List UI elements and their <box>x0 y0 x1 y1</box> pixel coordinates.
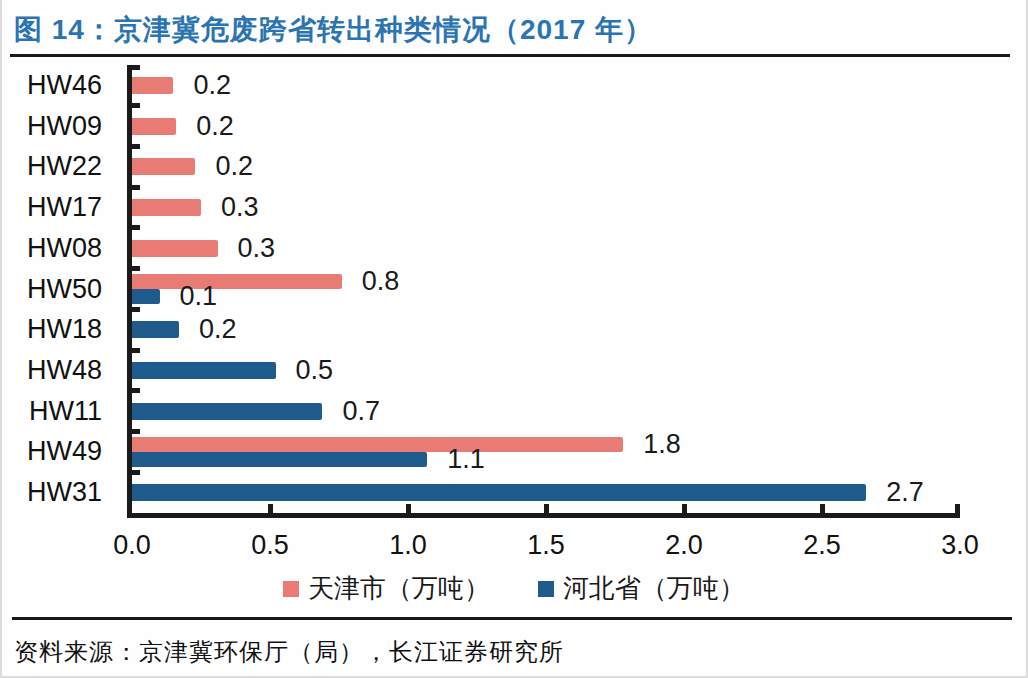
bar-line: 0.7 <box>132 403 960 420</box>
bar-hw09-series0 <box>132 118 176 135</box>
bar-line: 1.1 <box>132 452 960 467</box>
bar-hw46-series0 <box>132 77 173 94</box>
chart-row-hw22: 0.2 <box>132 146 960 187</box>
bar-line: 0.3 <box>132 199 960 216</box>
chart-row-hw46: 0.2 <box>132 65 960 106</box>
legend-swatch-tianjin-icon <box>283 581 299 597</box>
chart-row-hw18: 0.2 <box>132 309 960 350</box>
bar-value-label: 0.3 <box>221 194 259 221</box>
x-tick-label: 0.0 <box>113 530 151 561</box>
y-axis-tick <box>132 103 140 108</box>
x-axis-tick <box>268 504 273 513</box>
x-axis-tick <box>682 504 687 513</box>
y-axis-labels: HW46HW09HW22HW17HW08HW50HW18HW48HW11HW49… <box>2 65 114 513</box>
category-label-hw18: HW18 <box>2 309 114 350</box>
bar-value-label: 0.3 <box>238 235 276 262</box>
bar-hw31-series1 <box>132 484 866 501</box>
x-axis-tick <box>406 504 411 513</box>
x-axis-tick <box>544 504 549 513</box>
bar-hw11-series1 <box>132 403 322 420</box>
y-axis-tick <box>132 65 140 70</box>
category-label-hw31: HW31 <box>2 472 114 513</box>
x-tick-label: 1.5 <box>527 530 565 561</box>
chart-row-hw50: 0.80.1 <box>132 269 960 310</box>
bar-line: 0.2 <box>132 158 960 175</box>
chart-row-hw08: 0.3 <box>132 228 960 269</box>
x-tick-label: 2.0 <box>665 530 703 561</box>
chart-row-hw09: 0.2 <box>132 106 960 147</box>
category-label-hw49: HW49 <box>2 432 114 473</box>
bar-value-label: 0.7 <box>342 398 380 425</box>
category-label-hw48: HW48 <box>2 350 114 391</box>
category-label-hw17: HW17 <box>2 187 114 228</box>
bar-hw22-series0 <box>132 158 195 175</box>
bar-hw48-series1 <box>132 362 276 379</box>
bar-line: 0.2 <box>132 321 960 338</box>
category-label-hw50: HW50 <box>2 269 114 310</box>
chart-row-hw17: 0.3 <box>132 187 960 228</box>
bar-value-label: 0.2 <box>193 72 231 99</box>
x-tick-label: 3.0 <box>941 530 979 561</box>
x-tick-label: 0.5 <box>251 530 289 561</box>
bar-hw18-series1 <box>132 321 179 338</box>
x-axis-tick <box>820 504 825 513</box>
bar-line: 0.5 <box>132 362 960 379</box>
bar-line: 0.2 <box>132 118 960 135</box>
chart-row-hw11: 0.7 <box>132 391 960 432</box>
y-axis-tick <box>132 429 140 434</box>
bar-hw17-series0 <box>132 199 201 216</box>
x-tick-label: 2.5 <box>803 530 841 561</box>
source-note: 资料来源：京津冀环保厅（局），长江证券研究所 <box>14 636 1010 668</box>
bar-hw49-series0 <box>132 437 623 452</box>
bar-value-label: 0.2 <box>196 113 234 140</box>
bar-chart: HW46HW09HW22HW17HW08HW50HW18HW48HW11HW49… <box>2 57 1026 617</box>
bar-line: 2.7 <box>132 484 960 501</box>
bar-line: 0.1 <box>132 289 960 304</box>
figure-title: 图 14：京津冀危废跨省转出种类情况（2017 年） <box>14 10 1010 50</box>
legend-swatch-hebei-icon <box>538 581 554 597</box>
category-label-hw09: HW09 <box>2 106 114 147</box>
bar-value-label: 0.1 <box>180 283 218 310</box>
category-label-hw46: HW46 <box>2 65 114 106</box>
category-label-hw08: HW08 <box>2 228 114 269</box>
bar-value-label: 0.5 <box>296 357 334 384</box>
y-axis-tick <box>132 225 140 230</box>
x-tick-label: 1.0 <box>389 530 427 561</box>
legend-item-tianjin: 天津市（万吨） <box>283 571 490 606</box>
y-axis-tick <box>132 348 140 353</box>
bar-hw08-series0 <box>132 240 218 257</box>
bar-line: 0.2 <box>132 77 960 94</box>
legend-label-hebei: 河北省（万吨） <box>563 571 745 606</box>
y-axis-tick <box>132 388 140 393</box>
legend-label-tianjin: 天津市（万吨） <box>308 571 490 606</box>
bar-hw50-series1 <box>132 289 160 304</box>
chart-row-hw48: 0.5 <box>132 350 960 391</box>
chart-row-hw49: 1.81.1 <box>132 432 960 473</box>
y-axis-tick <box>132 266 140 271</box>
chart-legend: 天津市（万吨） 河北省（万吨） <box>2 571 1026 606</box>
plot-area: 0.20.20.20.30.30.80.10.20.50.71.81.12.7 <box>127 65 960 518</box>
bar-value-label: 1.1 <box>447 446 485 473</box>
y-axis-tick <box>132 470 140 475</box>
bar-value-label: 0.2 <box>199 316 237 343</box>
bar-value-label: 0.2 <box>215 153 253 180</box>
y-axis-tick <box>132 144 140 149</box>
footer-divider <box>12 617 1012 620</box>
bar-hw49-series1 <box>132 452 427 467</box>
y-axis-tick <box>132 307 140 312</box>
legend-item-hebei: 河北省（万吨） <box>538 571 745 606</box>
category-label-hw22: HW22 <box>2 146 114 187</box>
category-label-hw11: HW11 <box>2 391 114 432</box>
bar-line: 1.8 <box>132 437 960 452</box>
bar-line: 0.8 <box>132 274 960 289</box>
figure-panel: 图 14：京津冀危废跨省转出种类情况（2017 年） HW46HW09HW22H… <box>0 0 1028 678</box>
x-axis-tick <box>955 504 960 513</box>
bar-line: 0.3 <box>132 240 960 257</box>
y-axis-tick <box>132 185 140 190</box>
bar-hw50-series0 <box>132 274 342 289</box>
bar-value-label: 2.7 <box>886 479 924 506</box>
